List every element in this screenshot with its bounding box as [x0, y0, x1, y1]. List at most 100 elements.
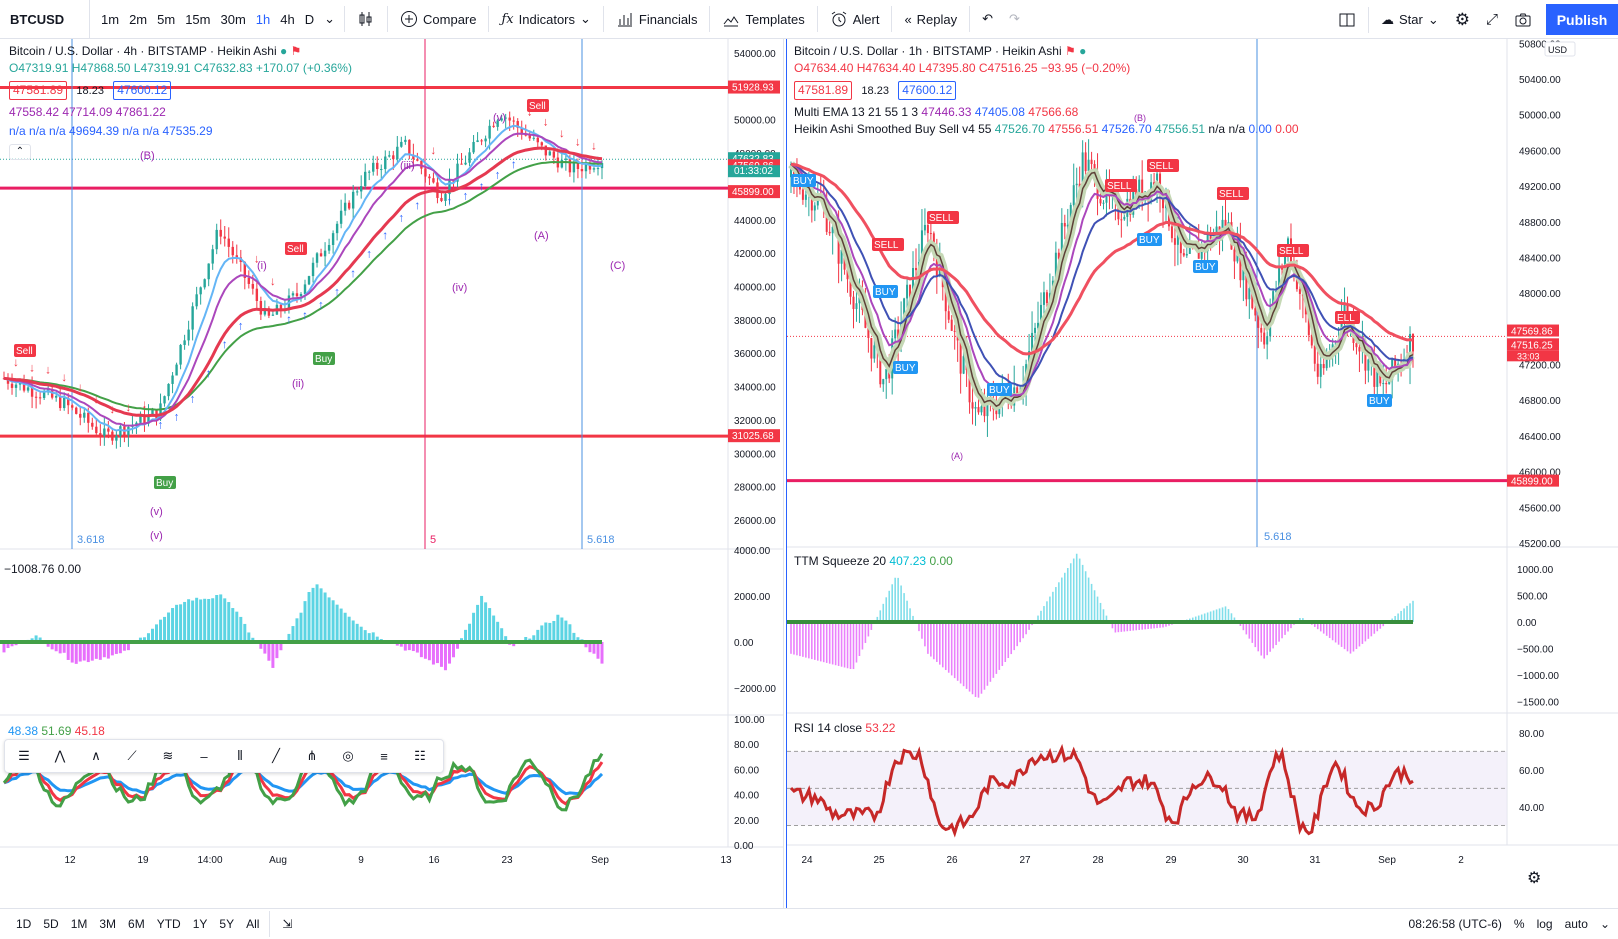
candle-body: [368, 171, 371, 173]
pitchfork-icon[interactable]: ⋔: [306, 748, 318, 763]
ray-icon[interactable]: ╱: [272, 748, 280, 763]
tf-15m[interactable]: 15m: [185, 11, 211, 27]
right-chart-canvas[interactable]: 50800.00 50400.00 50000.00 49600.00 49200.00…: [787, 39, 1618, 909]
redo-button[interactable]: ↷: [1001, 0, 1028, 39]
range-1m[interactable]: 1M: [70, 916, 88, 931]
gear-icon[interactable]: ⚙: [1527, 870, 1542, 887]
candle-body: [1066, 224, 1069, 227]
channel-icon[interactable]: ≋: [162, 748, 174, 763]
ema-line-green: [3, 160, 602, 411]
candle-body: [1316, 363, 1319, 377]
candle-body: [1042, 292, 1045, 305]
candle-body: [926, 224, 929, 234]
candle-body: [388, 155, 391, 157]
candle-body: [311, 262, 315, 277]
tf-4h[interactable]: 4h: [280, 11, 295, 27]
tf-d[interactable]: D: [304, 11, 315, 27]
range-5y[interactable]: 5Y: [219, 916, 235, 931]
abc-pattern-icon[interactable]: ∧: [91, 748, 101, 763]
trendline-icon[interactable]: ⟋: [127, 748, 137, 763]
right-ha-legend: Heikin Ashi Smoothed Buy Sell v4 55 4752…: [794, 121, 1299, 138]
range-6m[interactable]: 6M: [128, 916, 145, 931]
candle-body: [1272, 291, 1275, 313]
range-1y[interactable]: 1Y: [192, 916, 208, 931]
signal-arrow: ↑: [158, 418, 164, 432]
log-toggle[interactable]: log: [1536, 917, 1553, 931]
signal-arrow: ↑: [174, 409, 180, 423]
price-badge: [728, 185, 780, 199]
layout-button[interactable]: [1330, 0, 1364, 39]
indicators-button[interactable]: ƒx Indicators ⌄: [493, 0, 598, 39]
templates-button[interactable]: Templates: [714, 0, 812, 39]
ask-box[interactable]: 47600.12: [113, 81, 172, 100]
goto-date-icon[interactable]: ⇲: [282, 916, 293, 931]
range-all[interactable]: All: [246, 916, 260, 931]
auto-toggle[interactable]: auto: [1564, 917, 1588, 931]
alert-button[interactable]: Alert: [822, 0, 888, 39]
symbol-search[interactable]: BTCUSD: [0, 0, 90, 39]
vertical-lines-icon[interactable]: ⦀: [237, 748, 243, 763]
fib-icon[interactable]: ⋀: [54, 748, 66, 763]
tf-1m[interactable]: 1m: [101, 11, 120, 27]
chevron-down-icon[interactable]: ⌄: [1599, 917, 1610, 931]
range-1d[interactable]: 1D: [16, 916, 32, 931]
candle-body: [1060, 222, 1063, 259]
snapshot-button[interactable]: [1506, 0, 1540, 39]
tf-30m[interactable]: 30m: [220, 11, 246, 27]
candle-body: [139, 414, 142, 423]
range-ytd[interactable]: YTD: [156, 916, 181, 931]
signal-arrow: ↓: [109, 402, 115, 416]
signal-arrow: ↑: [495, 168, 501, 182]
price-tick-label: 46800.00: [1519, 396, 1561, 407]
ask-box[interactable]: 47600.12: [898, 81, 957, 100]
candle-body: [219, 229, 222, 237]
spiral-icon[interactable]: ◎: [342, 748, 354, 763]
ttm-title: TTM Squeeze 20: [794, 554, 887, 568]
left-symbol-title[interactable]: Bitcoin / U.S. Dollar · 4h · BITSTAMP · …: [9, 44, 277, 58]
ttm-val-2: 0.00: [929, 554, 953, 568]
horizontal-line-icon[interactable]: –: [200, 748, 208, 764]
star-button[interactable]: ☁ Star ⌄: [1373, 0, 1447, 39]
candle-body: [894, 329, 897, 339]
candle-body: [199, 287, 202, 295]
collapse-legend-button[interactable]: ⌃: [9, 144, 31, 160]
candle-body: [307, 276, 311, 285]
compare-button[interactable]: Compare: [392, 0, 484, 39]
bid-box[interactable]: 47581.89: [794, 81, 853, 100]
replay-button[interactable]: « Replay: [896, 0, 965, 39]
rsi-val-2: 51.69: [41, 724, 72, 738]
chart-type-button[interactable]: [349, 0, 383, 39]
tf-5m[interactable]: 5m: [157, 11, 176, 27]
status-dot-icon: ●: [279, 44, 288, 58]
ttm-tick-label: 1000.00: [1517, 565, 1554, 576]
right-symbol-title[interactable]: Bitcoin / U.S. Dollar · 1h · BITSTAMP · …: [794, 44, 1062, 58]
undo-button[interactable]: ↶: [974, 0, 1001, 39]
publish-button[interactable]: Publish: [1546, 4, 1618, 35]
tf-1h[interactable]: 1h: [255, 11, 271, 27]
signal-badge: [154, 476, 176, 489]
financials-button[interactable]: Financials: [608, 0, 706, 39]
clock-time[interactable]: 08:26:58 (UTC-6): [1408, 917, 1502, 931]
chevron-down-icon[interactable]: ⌄: [324, 11, 336, 26]
wave-label: (C): [610, 260, 625, 272]
settings-lines-icon[interactable]: ☷: [414, 748, 426, 763]
candle-body: [267, 308, 271, 316]
candle-body: [500, 118, 503, 121]
left-chart-canvas[interactable]: 54000.0050000.0048000.0044000.0042000.00…: [0, 39, 784, 909]
bid-box[interactable]: 47581.89: [9, 81, 68, 100]
fib-time-label: 5: [430, 534, 436, 546]
percent-toggle[interactable]: %: [1513, 917, 1525, 931]
fullscreen-button[interactable]: ⤢: [1478, 0, 1506, 39]
range-3m[interactable]: 3M: [99, 916, 117, 931]
price-tick-label: 50000.00: [1519, 111, 1561, 122]
signal-arrow: ↑: [414, 198, 420, 212]
lines-icon[interactable]: ☰: [18, 748, 30, 763]
candle-body: [1039, 304, 1042, 323]
left-chart[interactable]: 54000.0050000.0048000.0044000.0042000.00…: [0, 39, 784, 909]
range-5d[interactable]: 5D: [43, 916, 59, 931]
right-chart[interactable]: 50800.00 50400.00 50000.00 49600.00 49200.00…: [786, 39, 1618, 909]
settings-button[interactable]: ⚙: [1447, 0, 1478, 39]
tf-2m[interactable]: 2m: [129, 11, 148, 27]
list-icon[interactable]: ≡: [380, 748, 388, 764]
countdown-badge: [1507, 350, 1559, 362]
